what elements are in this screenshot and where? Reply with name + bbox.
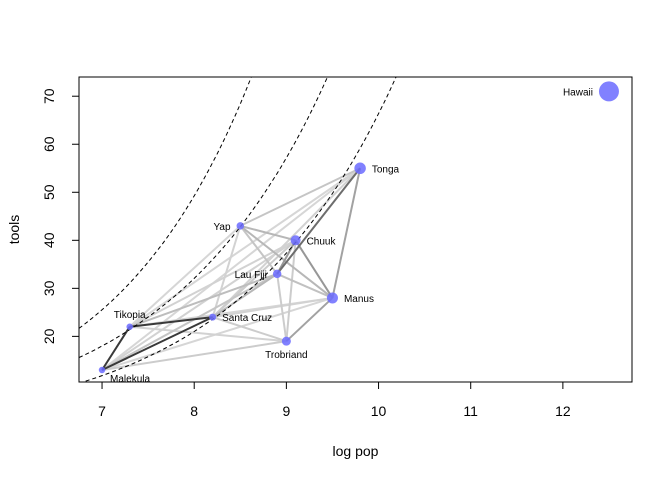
link-chuuk-manus xyxy=(294,239,334,299)
point-labels-layer: Malekula Tikopia Santa Cruz Yap Lau Fiji Trob… xyxy=(110,87,593,385)
link-trobriand-chuuk xyxy=(285,240,297,342)
point-santa-cruz xyxy=(209,313,217,321)
link-lau-fiji-manus xyxy=(276,273,333,299)
y-tick-label-20: 20 xyxy=(41,328,57,344)
point-chuuk xyxy=(290,235,301,246)
x-axis-title: log pop xyxy=(333,443,379,459)
y-tick-label-60: 60 xyxy=(41,136,57,152)
point-tikopia xyxy=(126,323,133,331)
point-malekula xyxy=(98,366,106,374)
label-manus: Manus xyxy=(344,294,374,305)
link-santa-cruz-trobriand xyxy=(212,316,287,343)
point-yap xyxy=(236,222,245,230)
x-tick-label-8: 8 xyxy=(190,403,198,419)
link-tikopia-chuuk xyxy=(129,239,297,328)
point-trobriand xyxy=(281,336,291,346)
link-malekula-trobriand xyxy=(101,340,287,371)
x-tick-label-7: 7 xyxy=(98,403,106,419)
link-tikopia-trobriand xyxy=(129,325,287,343)
x-tick-label-9: 9 xyxy=(282,403,290,419)
label-hawaii: Hawaii xyxy=(563,87,593,98)
curve-1 xyxy=(79,77,252,329)
point-tonga xyxy=(354,162,366,175)
link-santa-cruz-lau-fiji xyxy=(212,273,278,318)
y-tick-label-70: 70 xyxy=(41,88,57,104)
label-santa-cruz: Santa Cruz xyxy=(222,313,272,324)
link-santa-cruz-yap xyxy=(211,225,242,318)
label-trobriand: Trobriand xyxy=(265,350,307,361)
y-tick-label-30: 30 xyxy=(41,280,57,296)
link-tonga-lau-fiji xyxy=(276,167,361,275)
point-hawaii xyxy=(598,81,619,102)
link-trobriand-lau-fiji xyxy=(276,273,288,342)
curves-layer xyxy=(79,77,397,382)
label-chuuk: Chuuk xyxy=(307,236,337,247)
link-yap-chuuk xyxy=(240,224,296,242)
link-malekula-santa-cruz xyxy=(101,316,214,371)
label-lau-fiji: Lau Fiji xyxy=(235,270,267,281)
link-tikopia-yap xyxy=(129,225,241,328)
link-malekula-lau-fiji xyxy=(101,273,278,371)
link-tikopia-santa-cruz xyxy=(129,316,213,328)
y-tick-label-40: 40 xyxy=(41,232,57,248)
link-yap-tonga xyxy=(239,167,361,227)
label-tikopia: Tikopia xyxy=(114,310,146,321)
x-axis: 7 8 9 10 11 12 xyxy=(98,381,571,419)
link-santa-cruz-chuuk xyxy=(211,239,297,318)
label-malekula: Malekula xyxy=(110,374,150,385)
y-axis-title: tools xyxy=(6,215,22,245)
y-axis: 20 30 40 50 60 70 xyxy=(41,88,80,344)
label-yap: Yap xyxy=(213,222,230,233)
link-tikopia-lau-fiji xyxy=(129,272,278,328)
x-tick-label-10: 10 xyxy=(371,403,387,419)
x-tick-label-12: 12 xyxy=(555,403,571,419)
points-layer xyxy=(98,81,619,374)
link-lau-fiji-chuuk xyxy=(276,239,297,275)
link-malekula-chuuk xyxy=(101,239,297,371)
point-lau-fiji xyxy=(272,269,282,279)
link-malekula-tonga xyxy=(101,167,361,371)
point-manus xyxy=(326,292,338,304)
link-manus-trobriand xyxy=(285,297,334,342)
curve-3 xyxy=(81,77,397,382)
link-malekula-tikopia xyxy=(101,326,131,371)
link-tonga-manus xyxy=(331,168,362,299)
y-tick-label-50: 50 xyxy=(41,184,57,200)
link-tikopia-tonga xyxy=(129,167,361,328)
x-tick-label-11: 11 xyxy=(463,403,478,419)
link-yap-lau-fiji xyxy=(239,225,278,275)
links-layer xyxy=(101,167,362,371)
link-santa-cruz-manus xyxy=(212,296,333,319)
link-santa-cruz-tonga xyxy=(211,167,361,318)
label-tonga: Tonga xyxy=(372,164,400,175)
